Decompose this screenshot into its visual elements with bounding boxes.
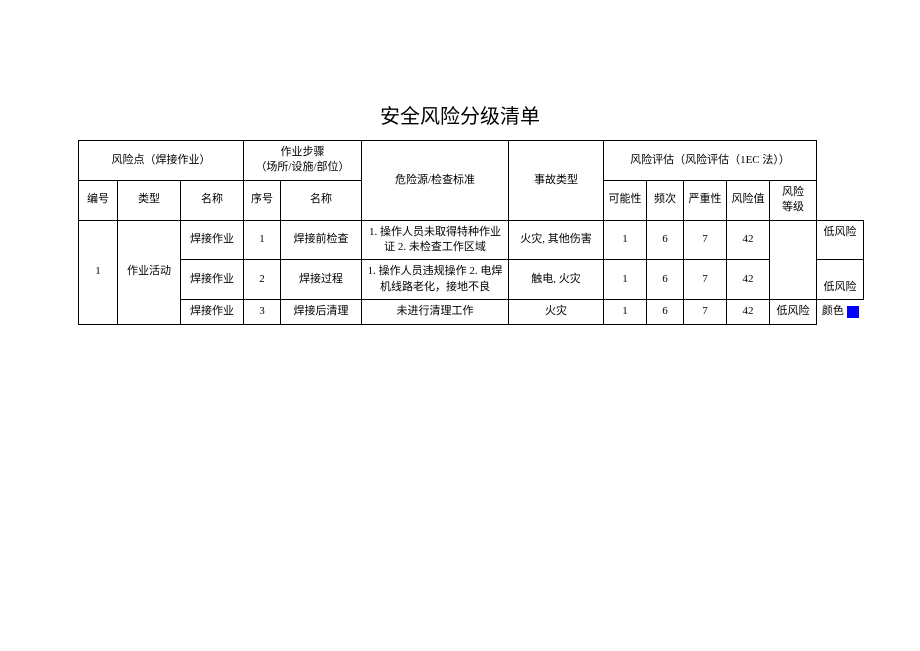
cell-hazard: 1. 操作人员违规操作 2. 电焊 机线路老化，接地不良 [362,260,509,300]
header-hazard: 危险源/检查标准 [362,141,509,221]
cell-name: 焊接作业 [181,260,244,300]
header-severity: 严重性 [684,180,727,220]
header-risk-eval: 风险评估（风险评估（1EC 法）） [604,141,817,181]
color-swatch [847,306,859,318]
cell-frequency: 6 [647,260,684,300]
header-work-step: 作业步骤 （场所/设施/部位） [244,141,362,181]
header-risk-level: 风险 等级 [770,180,817,220]
cell-name: 焊接作业 [181,300,244,324]
cell-accident: 触电, 火灾 [509,260,604,300]
cell-possibility: 1 [604,300,647,324]
page-title: 安全风险分级清单 [0,0,920,141]
header-frequency: 频次 [647,180,684,220]
header-step-name: 名称 [281,180,362,220]
header-step-no: 序号 [244,180,281,220]
cell-step-no: 1 [244,220,281,260]
table-row: 1 作业活动 焊接作业 1 焊接前检查 1. 操作人员未取得特种作业 证 2. … [79,220,910,260]
cell-accident: 火灾 [509,300,604,324]
cell-number: 1 [79,220,118,324]
cell-step-no: 3 [244,300,281,324]
cell-risk-level: 低风险 [817,260,864,300]
cell-accident: 火灾, 其他伤害 [509,220,604,260]
cell-type: 作业活动 [118,220,181,324]
cell-risk-level: 低风险 [770,300,817,324]
cell-possibility: 1 [604,220,647,260]
cell-name: 焊接作业 [181,220,244,260]
cell-risk-value: 42 [727,220,770,260]
cell-severity: 7 [684,260,727,300]
cell-hazard: 1. 操作人员未取得特种作业 证 2. 未检查工作区域 [362,220,509,260]
header-number: 编号 [79,180,118,220]
cell-step-no: 2 [244,260,281,300]
cell-possibility: 1 [604,260,647,300]
table-row: 焊接作业 3 焊接后清理 未进行清理工作 火灾 1 6 7 42 低风险 颜色 [79,300,910,324]
cell-risk-level: 低风险 [817,220,864,260]
cell-frequency: 6 [647,220,684,260]
cell-hazard: 未进行清理工作 [362,300,509,324]
cell-severity: 7 [684,220,727,260]
header-risk-value: 风险值 [727,180,770,220]
header-risk-point: 风险点（焊接作业） [79,141,244,181]
color-cell: 颜色 [817,300,864,324]
header-accident: 事故类型 [509,141,604,221]
header-type: 类型 [118,180,181,220]
cell-severity: 7 [684,300,727,324]
risk-table: 风险点（焊接作业） 作业步骤 （场所/设施/部位） 危险源/检查标准 事故类型 … [78,140,910,325]
risk-table-container: 风险点（焊接作业） 作业步骤 （场所/设施/部位） 危险源/检查标准 事故类型 … [78,140,910,325]
cell-risk-value: 42 [727,300,770,324]
cell-frequency: 6 [647,300,684,324]
cell-step-name: 焊接前检查 [281,220,362,260]
header-name: 名称 [181,180,244,220]
cell-risk-value: 42 [727,260,770,300]
header-possibility: 可能性 [604,180,647,220]
color-label: 颜色 [822,305,844,317]
cell-step-name: 焊接过程 [281,260,362,300]
cell-step-name: 焊接后清理 [281,300,362,324]
